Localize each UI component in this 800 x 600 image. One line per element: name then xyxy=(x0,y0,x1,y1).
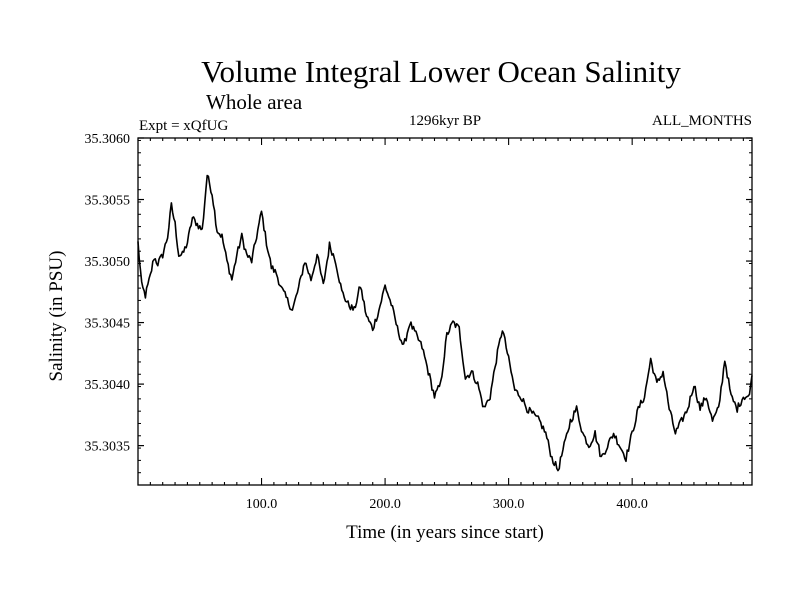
period-label: 1296kyr BP xyxy=(409,113,481,129)
x-tick-label: 200.0 xyxy=(369,497,401,512)
x-axis-label: Time (in years since start) xyxy=(346,522,544,543)
y-tick-label: 35.3055 xyxy=(85,194,131,209)
y-axis-label: Salinity (in PSU) xyxy=(46,251,67,382)
y-tick-label: 35.3060 xyxy=(85,132,131,147)
y-tick-label: 35.3045 xyxy=(85,317,131,332)
experiment-label: Expt = xQfUG xyxy=(139,118,228,134)
x-tick-label: 100.0 xyxy=(246,497,278,512)
x-tick-label: 400.0 xyxy=(616,497,648,512)
x-axis: 100.0 200.0 300.0 400.0 xyxy=(149,138,744,512)
y-tick-label: 35.3050 xyxy=(85,255,131,270)
y-tick-label: 35.3040 xyxy=(85,378,131,393)
x-tick-label: 300.0 xyxy=(493,497,525,512)
y-tick-label: 35.3035 xyxy=(85,440,131,455)
chart-subtitle: Whole area xyxy=(206,90,303,114)
plot-area-frame xyxy=(137,137,753,486)
chart-title: Volume Integral Lower Ocean Salinity xyxy=(201,54,681,89)
y-axis: 35.3035 35.3040 35.3045 35.3050 35.3055 35.30… xyxy=(85,132,752,486)
salinity-series-line xyxy=(137,174,753,472)
months-label: ALL_MONTHS xyxy=(652,113,752,129)
